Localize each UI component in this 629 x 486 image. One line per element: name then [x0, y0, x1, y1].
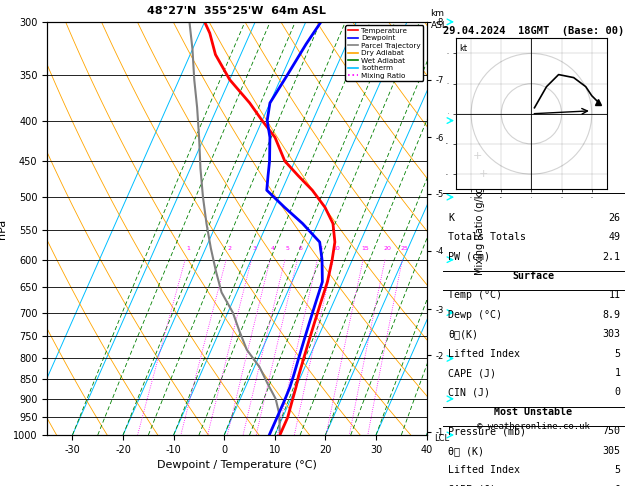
Text: CAPE (J): CAPE (J): [448, 485, 496, 486]
Text: © weatheronline.co.uk: © weatheronline.co.uk: [477, 422, 590, 431]
Text: 1: 1: [186, 245, 191, 251]
Text: 3: 3: [252, 245, 257, 251]
Text: +: +: [472, 151, 482, 161]
Text: CAPE (J): CAPE (J): [448, 368, 496, 378]
Text: 5: 5: [615, 348, 620, 359]
Text: 5: 5: [286, 245, 290, 251]
Text: LCL: LCL: [434, 434, 449, 443]
Text: 0: 0: [615, 387, 620, 398]
Text: 303: 303: [603, 329, 620, 339]
Text: 5: 5: [615, 465, 620, 475]
Text: 8: 8: [318, 245, 322, 251]
Text: 1: 1: [615, 368, 620, 378]
Text: kt: kt: [459, 44, 467, 53]
Text: 0: 0: [615, 485, 620, 486]
Y-axis label: hPa: hPa: [0, 218, 8, 239]
Text: 10: 10: [332, 245, 340, 251]
X-axis label: Dewpoint / Temperature (°C): Dewpoint / Temperature (°C): [157, 460, 317, 470]
Text: 49: 49: [608, 232, 620, 242]
Text: 6: 6: [298, 245, 302, 251]
Text: K: K: [448, 213, 454, 223]
Text: CIN (J): CIN (J): [448, 387, 490, 398]
Text: Dewp (°C): Dewp (°C): [448, 310, 502, 320]
Text: 4: 4: [271, 245, 275, 251]
Text: Totals Totals: Totals Totals: [448, 232, 526, 242]
Text: 750: 750: [603, 426, 620, 436]
Text: 20: 20: [384, 245, 391, 251]
Text: 305: 305: [603, 446, 620, 456]
Text: 2: 2: [227, 245, 231, 251]
Text: 2.1: 2.1: [603, 252, 620, 261]
Text: θᴄ (K): θᴄ (K): [448, 446, 484, 456]
Text: 26: 26: [608, 213, 620, 223]
Text: Lifted Index: Lifted Index: [448, 465, 520, 475]
Text: Most Unstable: Most Unstable: [494, 407, 572, 417]
Text: Temp (°C): Temp (°C): [448, 291, 502, 300]
Text: Surface: Surface: [512, 271, 554, 281]
Title: 48°27'N  355°25'W  64m ASL: 48°27'N 355°25'W 64m ASL: [147, 5, 326, 16]
Text: Pressure (mb): Pressure (mb): [448, 426, 526, 436]
Text: +: +: [479, 169, 488, 179]
Legend: Temperature, Dewpoint, Parcel Trajectory, Dry Adiabat, Wet Adiabat, Isotherm, Mi: Temperature, Dewpoint, Parcel Trajectory…: [345, 25, 423, 81]
Text: 8.9: 8.9: [603, 310, 620, 320]
Text: Lifted Index: Lifted Index: [448, 348, 520, 359]
Text: ASL: ASL: [430, 21, 447, 30]
Text: θᴄ(K): θᴄ(K): [448, 329, 478, 339]
Text: PW (cm): PW (cm): [448, 252, 490, 261]
Text: Mixing Ratio (g/kg): Mixing Ratio (g/kg): [475, 182, 485, 275]
Text: km: km: [430, 9, 445, 17]
Text: 25: 25: [401, 245, 409, 251]
Text: 15: 15: [362, 245, 370, 251]
Text: 29.04.2024  18GMT  (Base: 00): 29.04.2024 18GMT (Base: 00): [443, 26, 624, 36]
Text: 11: 11: [608, 291, 620, 300]
